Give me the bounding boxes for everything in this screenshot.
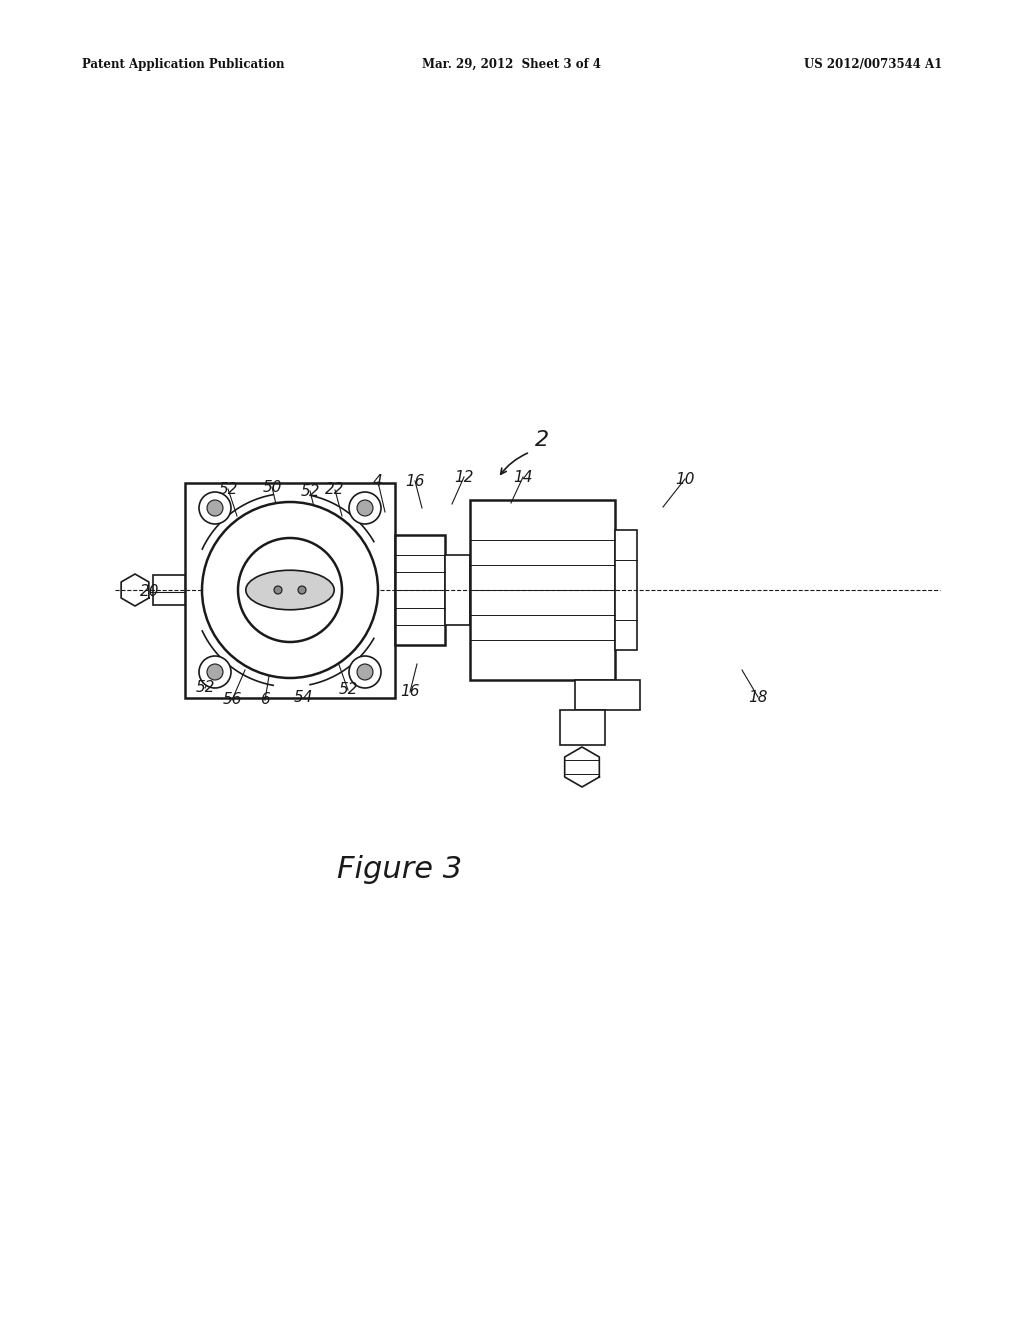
Text: Figure 3: Figure 3 — [338, 855, 463, 884]
Text: 52: 52 — [218, 482, 238, 496]
Circle shape — [357, 500, 373, 516]
Text: 12: 12 — [455, 470, 474, 484]
Bar — [560, 710, 605, 744]
Text: 16: 16 — [400, 685, 420, 700]
Bar — [153, 576, 185, 605]
Circle shape — [207, 664, 223, 680]
Circle shape — [238, 539, 342, 642]
Circle shape — [274, 586, 282, 594]
Circle shape — [199, 492, 231, 524]
Text: 6: 6 — [260, 693, 270, 708]
Text: 16: 16 — [406, 474, 425, 488]
Text: 52: 52 — [196, 681, 215, 696]
Text: 52: 52 — [338, 682, 357, 697]
Circle shape — [207, 500, 223, 516]
Bar — [185, 483, 395, 698]
Text: Mar. 29, 2012  Sheet 3 of 4: Mar. 29, 2012 Sheet 3 of 4 — [423, 58, 601, 71]
Text: 52: 52 — [300, 483, 319, 499]
Text: 2: 2 — [535, 430, 549, 450]
Circle shape — [202, 502, 378, 678]
Circle shape — [298, 586, 306, 594]
Ellipse shape — [246, 570, 334, 610]
Text: 14: 14 — [513, 470, 532, 484]
Bar — [395, 535, 445, 645]
Circle shape — [349, 492, 381, 524]
Text: 50: 50 — [262, 479, 282, 495]
Circle shape — [357, 664, 373, 680]
Text: 56: 56 — [222, 693, 242, 708]
Text: 4: 4 — [373, 474, 383, 490]
Text: 20: 20 — [140, 585, 160, 599]
Circle shape — [199, 656, 231, 688]
Text: 54: 54 — [293, 689, 312, 705]
Bar — [470, 500, 615, 680]
Text: 10: 10 — [675, 471, 694, 487]
Circle shape — [349, 656, 381, 688]
Bar — [615, 531, 637, 649]
Text: US 2012/0073544 A1: US 2012/0073544 A1 — [804, 58, 942, 71]
Text: Patent Application Publication: Patent Application Publication — [82, 58, 285, 71]
Bar — [575, 680, 640, 710]
Bar — [445, 554, 470, 624]
Text: 18: 18 — [749, 689, 768, 705]
Text: 22: 22 — [326, 483, 345, 498]
